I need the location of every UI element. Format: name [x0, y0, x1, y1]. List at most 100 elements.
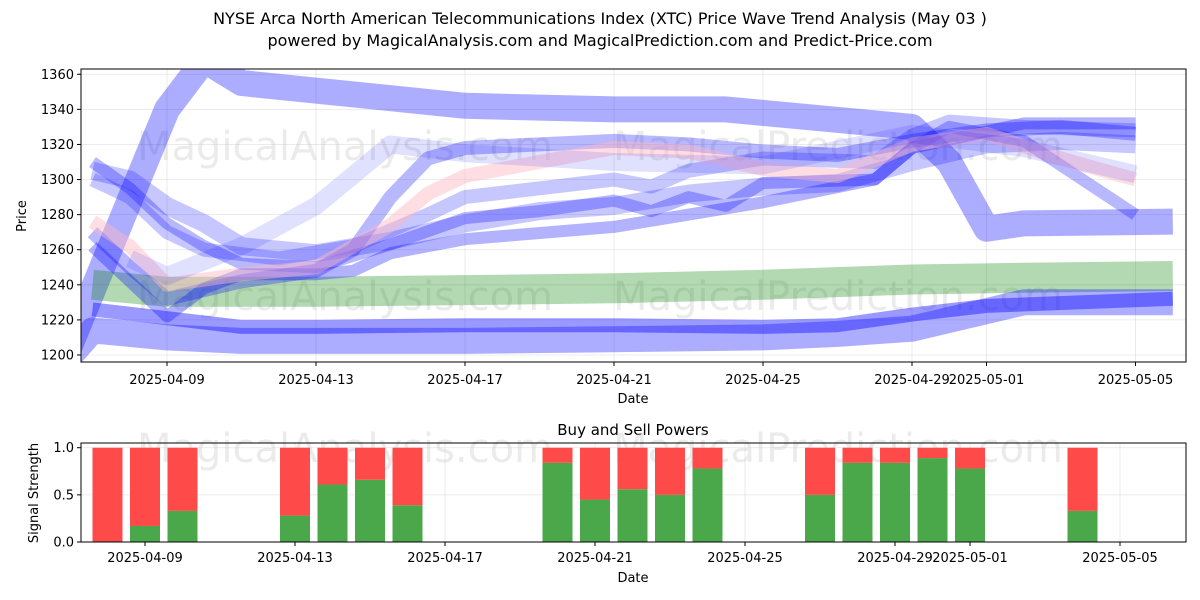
powers-x-tick-label: 2025-04-21 — [557, 551, 633, 566]
sell-bar — [355, 447, 385, 480]
buy-bar — [392, 505, 423, 542]
powers-x-label: Date — [617, 571, 648, 586]
sell-bar — [617, 447, 648, 490]
title-line-2: powered by MagicalAnalysis.com and Magic… — [267, 31, 933, 50]
buy-bar — [692, 468, 723, 542]
sell-bar — [655, 447, 685, 495]
price-y-label: Price — [15, 200, 30, 232]
sell-bar — [317, 447, 348, 485]
powers-title: Buy and Sell Powers — [557, 421, 709, 439]
price-y-tick-label: 1360 — [41, 68, 74, 83]
watermark-prediction-top: MagicalPrediction.com — [613, 124, 1063, 170]
price-x-label: Date — [617, 392, 648, 407]
buy-bar — [955, 468, 985, 542]
buy-bar — [542, 462, 573, 542]
price-series-line — [88, 117, 1136, 323]
price-series-line — [89, 120, 1139, 274]
powers-x-tick-label: 2025-04-13 — [257, 551, 333, 566]
buy-bar — [880, 462, 910, 542]
sell-bar — [955, 447, 985, 469]
buy-bar — [580, 499, 610, 542]
sell-bar — [167, 447, 198, 511]
powers-y-ticks: 0.0 0.5 1.0 — [53, 441, 81, 551]
price-y-tick-label: 1340 — [41, 103, 74, 118]
price-y-ticks: 1200 1220 1240 1260 1280 1300 1320 1340 1360 — [41, 68, 81, 363]
price-y-tick-label: 1320 — [41, 138, 74, 153]
sell-bar — [130, 447, 160, 526]
powers-x-tick-label: 2025-04-25 — [707, 551, 783, 566]
powers-y-tick-label: 0.0 — [53, 536, 74, 551]
powers-y-label: Signal Strength — [27, 443, 42, 543]
price-series-line — [81, 69, 1173, 353]
price-x-tick-label: 2025-04-17 — [427, 373, 503, 388]
watermark-analysis-mid: MagicalAnalysis.com — [137, 274, 553, 320]
buy-bar — [355, 479, 385, 542]
sell-bar — [805, 447, 835, 495]
price-x-tick-label: 2025-04-09 — [129, 373, 205, 388]
price-series-line — [125, 124, 1138, 285]
sell-bar — [542, 447, 573, 463]
watermark-prediction-bottom: MagicalPrediction.com — [613, 426, 1063, 472]
price-series-line — [91, 291, 1174, 334]
watermark-prediction-mid: MagicalPrediction.com — [613, 274, 1063, 320]
price-y-tick-label: 1300 — [41, 173, 74, 188]
powers-y-tick-label: 1.0 — [53, 441, 74, 456]
powers-x-tick-label: 2025-04-29 — [857, 551, 933, 566]
buy-bar — [655, 494, 685, 542]
price-y-tick-label: 1220 — [41, 313, 74, 328]
price-x-tick-label: 2025-05-01 — [949, 373, 1025, 388]
sell-bar — [92, 447, 123, 542]
buy-bar — [805, 494, 835, 542]
powers-x-tick-label: 2025-05-01 — [932, 551, 1008, 566]
price-grid — [81, 69, 1186, 362]
powers-x-tick-label: 2025-04-17 — [407, 551, 483, 566]
buy-bar — [1067, 510, 1098, 542]
sell-bar — [580, 447, 610, 500]
sell-bar — [880, 447, 910, 463]
price-x-ticks: 2025-04-09 2025-04-13 2025-04-17 2025-04-21… — [129, 362, 1173, 388]
watermark-analysis-top: MagicalAnalysis.com — [137, 124, 553, 170]
buy-bar — [317, 484, 348, 542]
price-x-tick-label: 2025-04-13 — [278, 373, 354, 388]
figure-title: NYSE Arca North American Telecommunicati… — [0, 8, 1200, 52]
powers-panel: Buy and Sell Powers MagicalAnalysis.com … — [27, 421, 1187, 586]
powers-x-tick-label: 2025-05-05 — [1082, 551, 1158, 566]
sell-bar — [1067, 447, 1098, 511]
powers-bars — [92, 447, 1098, 542]
price-panel: MagicalAnalysis.com MagicalPrediction.co… — [15, 68, 1187, 407]
sell-bar — [842, 447, 873, 463]
price-series-line — [87, 119, 1137, 306]
price-y-tick-label: 1200 — [41, 348, 74, 363]
price-y-tick-label: 1280 — [41, 208, 74, 223]
price-x-tick-label: 2025-04-21 — [576, 373, 652, 388]
sell-bar — [692, 447, 723, 469]
price-x-tick-label: 2025-05-05 — [1098, 373, 1174, 388]
price-y-tick-label: 1240 — [41, 278, 74, 293]
buy-bar — [130, 525, 160, 542]
sell-bar — [917, 447, 948, 459]
powers-x-tick-label: 2025-04-09 — [107, 551, 183, 566]
buy-bar — [167, 510, 198, 542]
sell-bar — [392, 447, 423, 506]
price-axes-frame — [80, 68, 1187, 363]
title-line-1: NYSE Arca North American Telecommunicati… — [213, 9, 987, 28]
price-series-line — [88, 126, 1138, 292]
price-x-tick-label: 2025-04-25 — [725, 373, 801, 388]
price-y-tick-label: 1260 — [41, 243, 74, 258]
price-series-line — [90, 131, 1136, 263]
price-series-line — [89, 114, 1136, 266]
buy-bar — [617, 489, 648, 542]
buy-bar — [280, 515, 310, 542]
price-series — [81, 69, 1174, 362]
powers-y-tick-label: 0.5 — [53, 488, 74, 503]
price-series-line — [81, 289, 1173, 362]
powers-axes-frame — [80, 442, 1187, 543]
price-x-tick-label: 2025-04-29 — [874, 373, 950, 388]
powers-x-ticks: 2025-04-09 2025-04-13 2025-04-17 2025-04-21… — [107, 542, 1158, 566]
buy-bar — [842, 462, 873, 542]
price-series-line — [91, 261, 1173, 307]
sell-bar — [280, 447, 310, 516]
buy-bar — [917, 458, 948, 542]
